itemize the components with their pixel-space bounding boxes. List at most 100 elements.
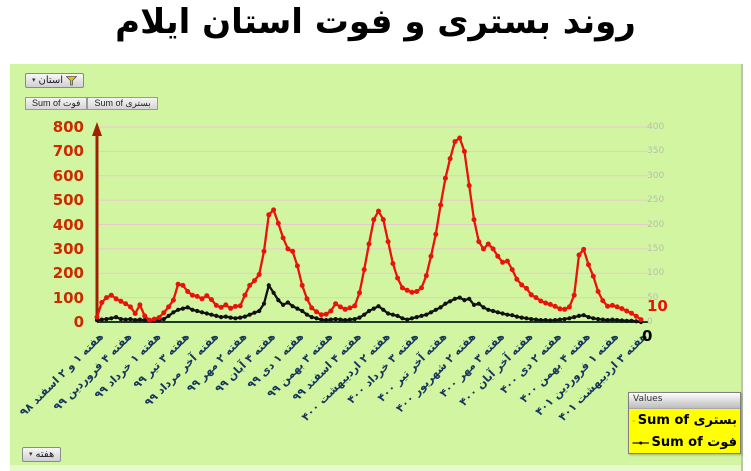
deaths-data-point bbox=[347, 317, 352, 322]
hospitalized-data-point bbox=[390, 261, 396, 266]
deaths-data-point bbox=[228, 315, 233, 320]
hospitalized-data-point bbox=[376, 208, 381, 214]
deaths-data-point bbox=[533, 317, 539, 322]
hospitalized-data-point bbox=[185, 289, 191, 294]
deaths-data-point bbox=[223, 314, 228, 319]
hospitalized-data-point bbox=[285, 246, 291, 252]
week-axis-field-button[interactable]: هفته ▾ bbox=[22, 447, 62, 462]
value-field-button-hospitalized[interactable]: Sum of بستری bbox=[87, 97, 158, 110]
hospitalized-data-point bbox=[380, 217, 386, 223]
chart-canvas bbox=[92, 122, 648, 325]
deaths-data-point bbox=[190, 307, 195, 312]
hospitalized-series bbox=[94, 135, 644, 323]
legend-item-hospitalized[interactable]: Sum of بستری bbox=[629, 409, 740, 431]
hospitalized-data-point bbox=[328, 308, 334, 314]
hospitalized-data-point bbox=[576, 252, 582, 258]
hospitalized-data-point bbox=[175, 281, 181, 287]
deaths-data-point bbox=[572, 315, 577, 320]
value-field-button-deaths[interactable]: Sum of فوت bbox=[25, 97, 88, 110]
hospitalized-data-point bbox=[357, 290, 362, 296]
hospitalized-data-point bbox=[290, 248, 296, 254]
deaths-data-point bbox=[204, 311, 209, 316]
hospitalized-data-point bbox=[199, 296, 205, 302]
deaths-data-point bbox=[514, 314, 519, 319]
deaths-data-point bbox=[467, 296, 472, 301]
deaths-data-point bbox=[242, 314, 247, 319]
page-title: روند بستری و فوت استان ایلام bbox=[115, 2, 636, 42]
deaths-data-point bbox=[500, 311, 505, 316]
hospitalized-data-point bbox=[419, 285, 424, 291]
deaths-data-point bbox=[304, 312, 310, 317]
hospitalized-data-point bbox=[495, 253, 501, 259]
deaths-data-point bbox=[180, 306, 185, 311]
deaths-data-point bbox=[471, 302, 477, 307]
hospitalized-data-point bbox=[142, 313, 148, 319]
hospitalized-data-point bbox=[166, 304, 172, 310]
hospitalized-data-point bbox=[337, 304, 343, 310]
secondary-axis-tick-label: 0 bbox=[647, 317, 653, 327]
deaths-data-point bbox=[576, 313, 582, 318]
deaths-data-point bbox=[581, 313, 586, 318]
deaths-data-point bbox=[524, 316, 529, 321]
province-filter-button[interactable]: استان ▾ bbox=[25, 73, 85, 88]
hospitalized-data-point bbox=[113, 296, 119, 302]
legend-item-deaths[interactable]: Sum of فوت bbox=[629, 431, 740, 453]
hospitalized-data-point bbox=[433, 231, 439, 237]
hospitalized-data-point bbox=[314, 309, 319, 315]
hospitalized-data-point bbox=[471, 217, 477, 223]
primary-axis-tick-label: 500 bbox=[52, 191, 84, 210]
hospitalized-data-point bbox=[514, 276, 520, 282]
hospitalized-data-point bbox=[624, 308, 630, 314]
deaths-data-point bbox=[357, 315, 362, 320]
deaths-data-point bbox=[261, 301, 267, 306]
hospitalized-data-point bbox=[108, 292, 114, 298]
hospitalized-data-point bbox=[399, 285, 405, 291]
hospitalized-data-point bbox=[490, 246, 496, 252]
deaths-data-point bbox=[557, 317, 563, 322]
hospitalized-data-point bbox=[519, 282, 525, 288]
hospitalized-data-point bbox=[223, 302, 229, 308]
hospitalized-data-point bbox=[213, 302, 219, 308]
deaths-data-point bbox=[395, 313, 400, 318]
deaths-data-point bbox=[247, 312, 252, 317]
hospitalized-data-point bbox=[586, 262, 591, 268]
deaths-data-point bbox=[114, 315, 119, 320]
hospitalized-data-point bbox=[104, 295, 109, 301]
chart-plot-area: استان ▾ Sum of فوت Sum of بستری هفته ▾ V… bbox=[10, 64, 743, 471]
deaths-data-point bbox=[538, 318, 543, 323]
hospitalized-data-point bbox=[333, 301, 339, 307]
hospitalized-data-point bbox=[428, 253, 434, 259]
hospitalized-data-point bbox=[156, 315, 162, 321]
legend[interactable]: Values Sum of بستری Sum of فوت bbox=[628, 392, 741, 454]
hospitalized-data-point bbox=[361, 267, 367, 273]
hospitalized-data-point bbox=[581, 246, 587, 252]
deaths-data-point bbox=[290, 304, 295, 309]
deaths-data-point bbox=[166, 313, 171, 318]
hospitalized-line-sample-icon bbox=[632, 420, 636, 421]
hospitalized-data-point bbox=[323, 311, 329, 317]
deaths-data-point bbox=[624, 318, 629, 323]
deaths-data-point bbox=[281, 302, 286, 307]
deaths-data-point bbox=[314, 316, 319, 321]
deaths-data-point bbox=[300, 308, 305, 314]
hospitalized-data-point bbox=[557, 306, 563, 312]
deaths-data-point bbox=[137, 317, 142, 322]
hospitalized-data-point bbox=[619, 306, 625, 312]
deaths-data-point bbox=[285, 300, 290, 305]
deaths-data-point bbox=[443, 301, 448, 306]
deaths-data-point bbox=[519, 315, 524, 320]
deaths-data-point bbox=[195, 308, 200, 314]
deaths-data-point bbox=[600, 317, 605, 322]
deaths-data-point bbox=[505, 312, 510, 317]
hospitalized-data-point bbox=[261, 248, 267, 254]
deaths-data-point bbox=[185, 305, 190, 310]
deaths-data-point bbox=[352, 317, 357, 322]
deaths-data-point bbox=[219, 315, 224, 320]
deaths-data-point bbox=[362, 312, 367, 317]
province-filter-label: استان bbox=[38, 75, 64, 86]
deaths-data-point bbox=[319, 317, 324, 322]
deaths-data-point bbox=[615, 318, 620, 323]
secondary-axis-tick-label: 350 bbox=[647, 146, 665, 157]
hospitalized-data-point bbox=[414, 289, 420, 294]
hospitalized-data-point bbox=[371, 217, 377, 223]
